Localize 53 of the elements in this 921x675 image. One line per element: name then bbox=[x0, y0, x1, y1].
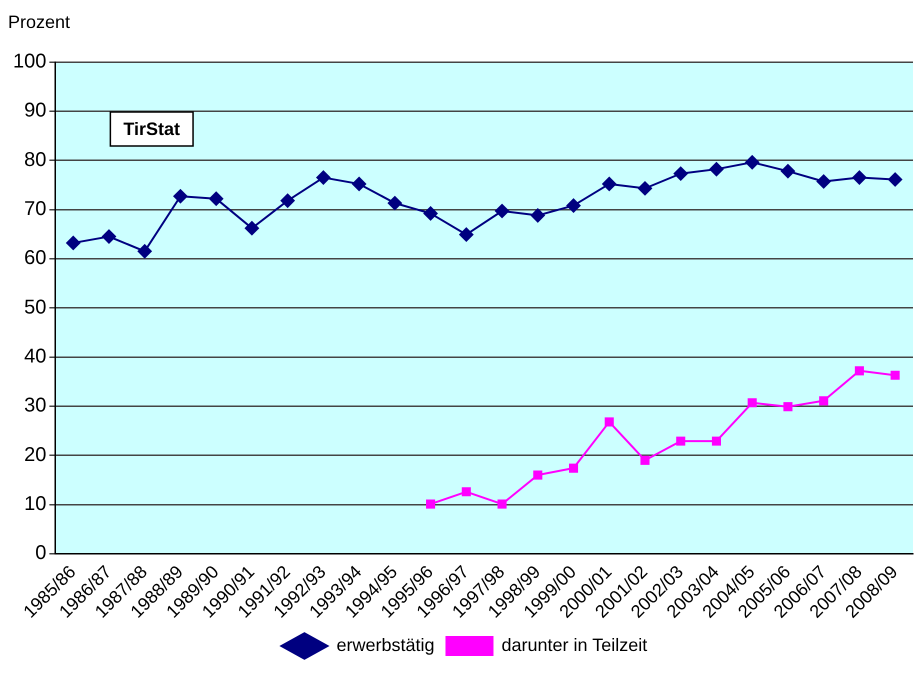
point bbox=[462, 487, 471, 496]
point bbox=[173, 189, 188, 204]
point bbox=[854, 366, 864, 376]
point bbox=[498, 500, 507, 509]
point bbox=[816, 174, 831, 188]
point bbox=[852, 170, 866, 185]
point bbox=[66, 236, 80, 250]
y-tick-label: 60 bbox=[24, 247, 46, 270]
point bbox=[888, 172, 902, 187]
y-tick-label: 100 bbox=[12, 50, 46, 73]
annotation: TirStat bbox=[123, 118, 180, 139]
point bbox=[568, 464, 578, 473]
point bbox=[819, 396, 828, 406]
point bbox=[745, 155, 760, 170]
y-axis-title: Prozent bbox=[8, 12, 70, 32]
legend-label: darunter in Teilzeit bbox=[501, 634, 648, 655]
point bbox=[280, 194, 295, 208]
point bbox=[748, 398, 757, 408]
point bbox=[709, 162, 724, 176]
point bbox=[316, 170, 330, 185]
point bbox=[138, 244, 152, 258]
point bbox=[640, 456, 650, 465]
y-tick-label: 70 bbox=[24, 198, 46, 220]
point bbox=[604, 417, 614, 426]
point bbox=[209, 192, 224, 206]
point bbox=[244, 221, 259, 236]
point bbox=[676, 436, 686, 446]
point bbox=[388, 196, 402, 210]
point bbox=[638, 181, 652, 196]
y-tick-label: 10 bbox=[24, 493, 46, 516]
y-tick-label: 0 bbox=[35, 542, 46, 564]
point bbox=[530, 208, 545, 222]
y-tick-label: 20 bbox=[24, 444, 46, 466]
y-tick-label: 50 bbox=[24, 296, 46, 318]
point bbox=[712, 436, 721, 446]
point bbox=[780, 164, 795, 178]
y-tick-label: 90 bbox=[24, 100, 46, 122]
point bbox=[602, 176, 616, 191]
point bbox=[102, 230, 116, 244]
point bbox=[459, 228, 474, 242]
point bbox=[674, 166, 688, 181]
point bbox=[426, 500, 436, 509]
point bbox=[783, 402, 792, 412]
point bbox=[533, 470, 542, 480]
point bbox=[424, 206, 438, 220]
point bbox=[352, 176, 366, 191]
y-tick-label: 30 bbox=[24, 394, 46, 417]
legend-label: erwerbstätig bbox=[336, 634, 434, 655]
point bbox=[495, 204, 510, 218]
y-tick-label: 80 bbox=[24, 148, 46, 171]
point bbox=[890, 370, 900, 380]
point bbox=[566, 198, 581, 213]
y-tick-label: 40 bbox=[24, 346, 46, 368]
